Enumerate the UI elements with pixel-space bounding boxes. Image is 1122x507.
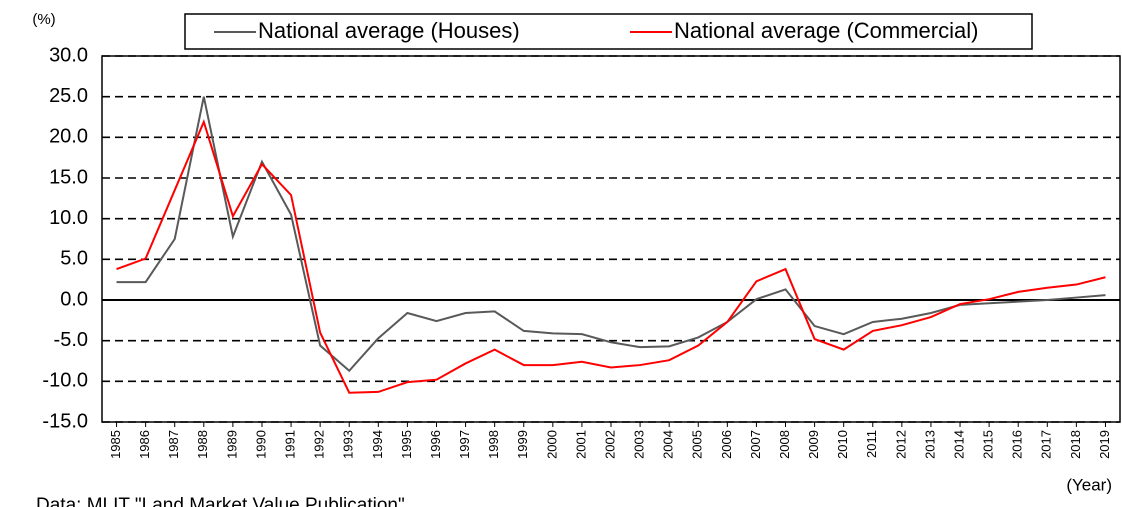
x-tick-label: 1988	[195, 430, 210, 459]
series-line	[116, 96, 1106, 373]
x-tick-label: 1997	[457, 430, 472, 459]
x-tick-label: 2015	[981, 430, 996, 459]
x-tick-label: 2005	[690, 430, 705, 459]
x-tick-label: 2011	[864, 430, 879, 458]
x-tick-label: 2002	[602, 430, 617, 459]
x-tick-label: 1996	[428, 430, 443, 459]
legend-label: National average (Commercial)	[674, 18, 978, 43]
series-line	[116, 118, 1106, 394]
x-tick-label: 2016	[1010, 430, 1025, 459]
x-tick-label: 1993	[341, 430, 356, 459]
x-tick-label: 2018	[1068, 430, 1083, 459]
x-tick-label: 2014	[951, 430, 966, 459]
x-tick-label: 1995	[399, 430, 414, 459]
x-tick-label: 1998	[486, 430, 501, 459]
x-tick-label: 2013	[922, 430, 937, 459]
x-tick-label: 2019	[1097, 430, 1112, 459]
x-tick-label: 2009	[806, 430, 821, 459]
y-tick-label: 5.0	[60, 248, 88, 270]
x-tick-label: 1992	[312, 430, 327, 459]
x-tick-label: 2003	[632, 430, 647, 459]
x-tick-label: 2007	[748, 430, 763, 459]
x-tick-label: 2010	[835, 430, 850, 459]
x-tick-label: 2000	[544, 430, 559, 459]
x-tick-label: 1994	[370, 430, 385, 459]
x-tick-label: 1991	[282, 430, 297, 459]
x-axis-label: (Year)	[1066, 475, 1112, 494]
x-tick-label: 2008	[777, 430, 792, 459]
x-tick-label: 1987	[166, 430, 181, 459]
y-tick-label: 30.0	[49, 44, 88, 66]
x-tick-label: 2006	[719, 430, 734, 459]
x-tick-label: 2012	[893, 430, 908, 459]
x-tick-label: 1985	[108, 430, 123, 459]
legend-box	[184, 13, 1033, 50]
y-tick-label: -5.0	[54, 329, 88, 351]
x-tick-label: 2017	[1039, 430, 1054, 459]
x-tick-label: 2001	[573, 430, 588, 459]
x-tick-label: 1999	[515, 430, 530, 459]
y-tick-label: -15.0	[42, 410, 88, 432]
y-tick-label: 25.0	[49, 85, 88, 107]
y-tick-label: 20.0	[49, 126, 88, 148]
source-note: Data: MLIT "Land Market Value Publicatio…	[36, 495, 405, 507]
x-tick-label: 1989	[224, 430, 239, 459]
y-tick-label: 15.0	[49, 166, 88, 188]
legend-label: National average (Houses)	[258, 18, 520, 43]
x-tick-label: 1986	[137, 430, 152, 459]
x-tick-label: 1990	[253, 430, 268, 459]
y-tick-label: -10.0	[42, 370, 88, 392]
x-tick-label: 2004	[661, 430, 676, 459]
y-unit-label: (%)	[32, 11, 55, 28]
y-tick-label: 0.0	[60, 288, 88, 310]
y-tick-label: 10.0	[49, 207, 88, 229]
